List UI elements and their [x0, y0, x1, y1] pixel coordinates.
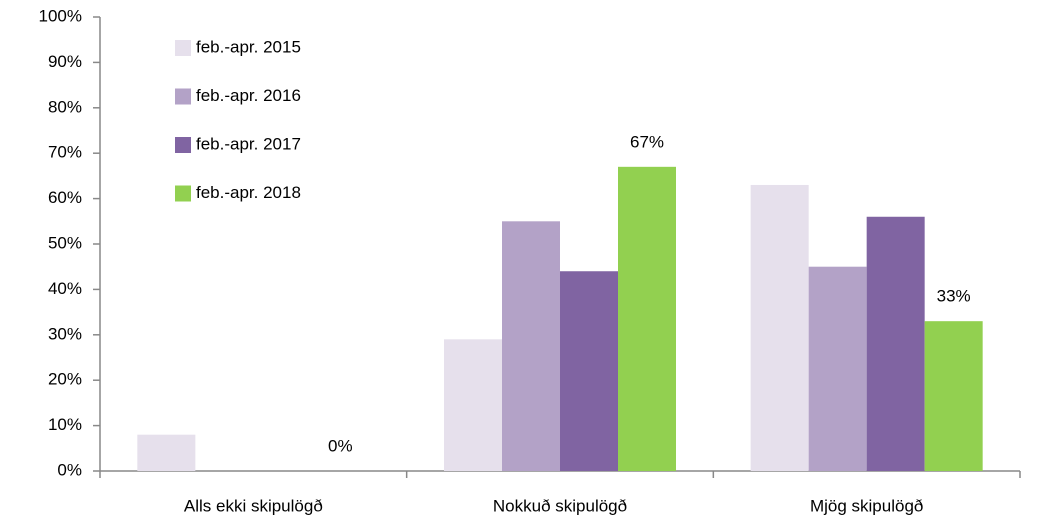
- y-tick-label: 70%: [48, 143, 82, 162]
- y-tick-label: 100%: [39, 6, 82, 25]
- y-tick-label: 10%: [48, 415, 82, 434]
- legend-label: feb.-apr. 2016: [196, 86, 301, 105]
- data-label: 67%: [630, 132, 664, 151]
- y-tick-label: 90%: [48, 52, 82, 71]
- bar: [808, 266, 867, 471]
- x-tick-label: Alls ekki skipulögð: [184, 496, 323, 515]
- legend-swatch: [175, 137, 191, 153]
- legend-label: feb.-apr. 2018: [196, 183, 301, 202]
- bar: [137, 434, 196, 471]
- bar: [618, 166, 676, 471]
- bar: [866, 216, 925, 471]
- y-tick-label: 60%: [48, 188, 82, 207]
- bar: [560, 271, 618, 471]
- y-tick-label: 80%: [48, 97, 82, 116]
- y-tick-label: 30%: [48, 324, 82, 343]
- bar: [444, 339, 502, 471]
- y-tick-label: 0%: [57, 460, 82, 479]
- y-tick-label: 40%: [48, 279, 82, 298]
- legend-label: feb.-apr. 2015: [196, 37, 301, 56]
- bar: [750, 184, 809, 472]
- legend-label: feb.-apr. 2017: [196, 134, 301, 153]
- legend-swatch: [175, 185, 191, 202]
- y-tick-label: 50%: [48, 233, 82, 252]
- bar: [502, 221, 560, 471]
- data-label: 33%: [937, 287, 971, 306]
- legend-swatch: [175, 88, 191, 105]
- bar: [924, 321, 983, 471]
- x-tick-label: Nokkuð skipulögð: [493, 496, 627, 515]
- legend-swatch: [175, 40, 191, 56]
- x-tick-label: Mjög skipulögð: [810, 496, 923, 515]
- y-tick-label: 20%: [48, 370, 82, 389]
- data-label: 0%: [328, 436, 353, 455]
